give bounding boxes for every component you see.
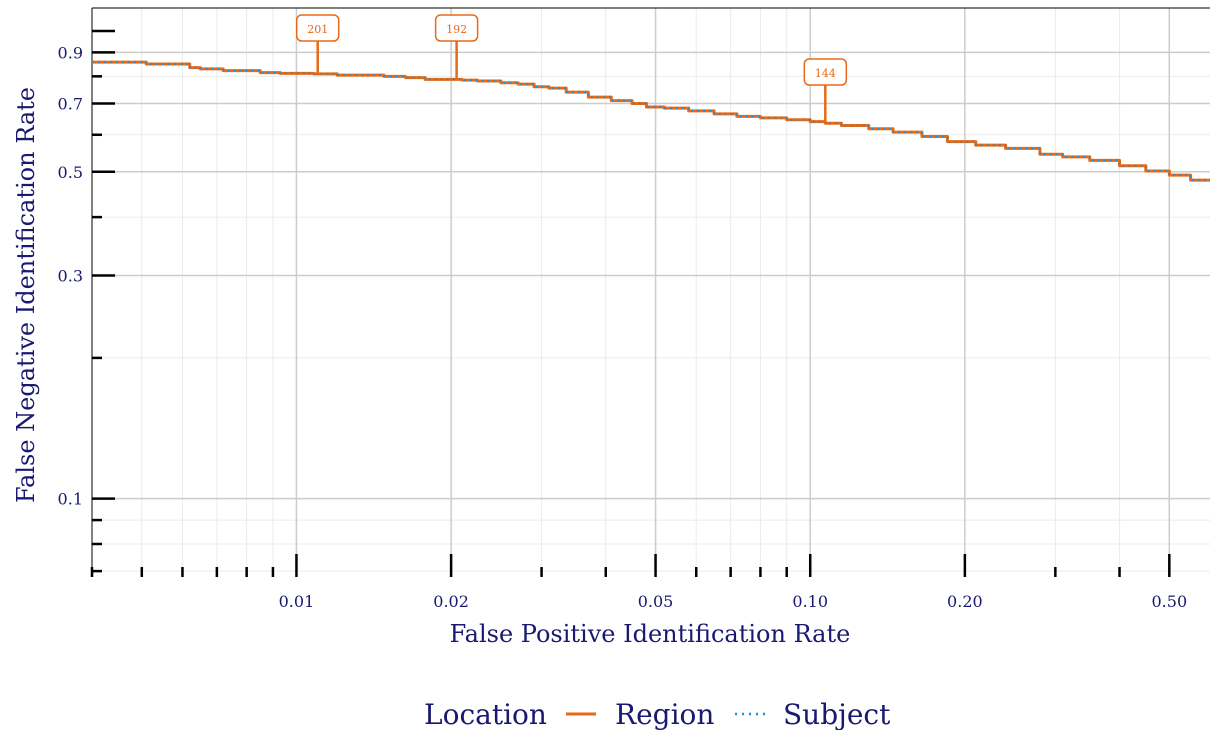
legend-title: Location <box>424 698 547 730</box>
y-tick-label: 0.7 <box>58 94 83 113</box>
annotation-label: 144 <box>815 67 836 80</box>
x-tick-label: 0.01 <box>279 592 315 611</box>
y-tick-label: 0.1 <box>58 490 83 509</box>
x-tick-label: 0.50 <box>1152 592 1188 611</box>
annotation-layer: 201 192 144 <box>295 14 848 124</box>
annotation-box <box>295 14 340 42</box>
x-tick-label: 0.02 <box>433 592 469 611</box>
series-line-subject <box>92 61 1210 181</box>
frame-layer <box>91 7 1210 577</box>
annotation-label: 201 <box>307 23 328 36</box>
annotation-label: 192 <box>446 23 467 36</box>
x-tick-label: 0.10 <box>792 592 828 611</box>
annotation-201: 201 <box>295 14 340 74</box>
grid-layer <box>92 8 1210 577</box>
annotation-144: 144 <box>803 58 848 124</box>
x-tick-label: 0.20 <box>947 592 983 611</box>
x-tick-label: 0.05 <box>638 592 674 611</box>
legend-label-region: Region <box>615 698 714 730</box>
tick-layer: 0.01 0.02 0.05 0.10 0.20 0.50 0.1 0.3 0.5 0.7 0.9 <box>58 29 1188 611</box>
annotation-box <box>434 14 479 42</box>
annotation-box <box>803 58 848 86</box>
y-tick-label: 0.3 <box>58 267 83 286</box>
y-tick-label: 0.5 <box>58 163 83 182</box>
x-axis-title: False Positive Identification Rate <box>450 620 851 648</box>
series-layer <box>92 60 1210 182</box>
y-axis-title: False Negative Identification Rate <box>12 87 40 503</box>
legend-label-subject: Subject <box>783 698 891 730</box>
annotation-192: 192 <box>434 14 479 80</box>
legend: Location Region Subject <box>424 698 891 731</box>
y-tick-label: 0.9 <box>58 43 83 62</box>
series-line-region <box>92 60 1210 182</box>
